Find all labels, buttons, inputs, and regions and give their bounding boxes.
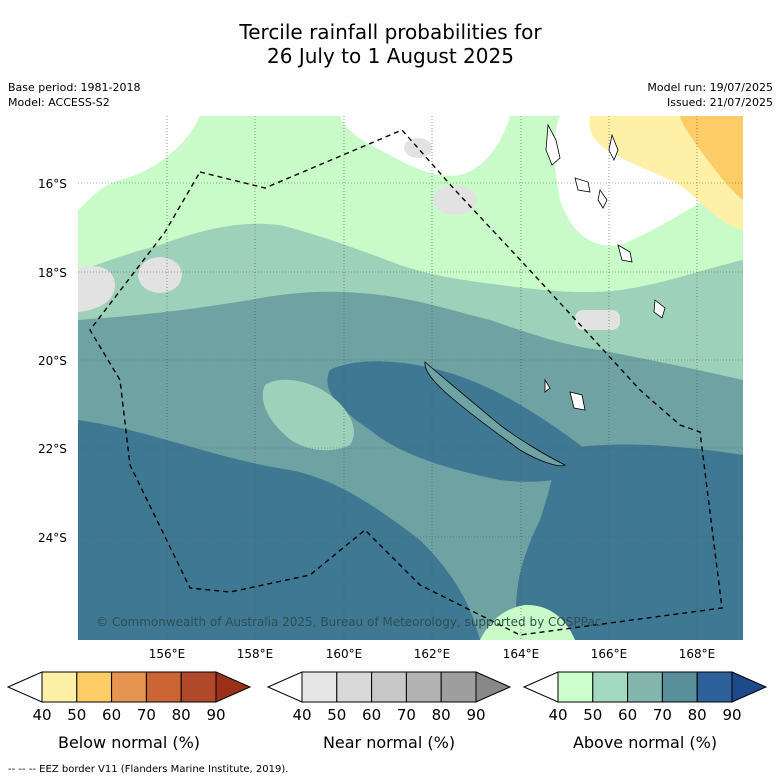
above-normal-tick-label: 40 — [548, 706, 567, 724]
near-normal-colorbar-segment — [405, 671, 442, 703]
near-normal-colorbar-segment — [371, 671, 407, 703]
graticule — [78, 116, 743, 640]
below-normal-tick-label: 50 — [67, 706, 86, 724]
below-normal-tick-label: 60 — [102, 706, 121, 724]
lon-label-168e: 168°E — [679, 647, 716, 661]
near-normal-colorbar: 40 50 60 70 80 90 Near normal (%) — [266, 671, 512, 752]
lat-label-24s: 24°S — [38, 531, 67, 545]
model-run: Model run: 19/07/2025 — [647, 81, 773, 94]
lat-label-18s: 18°S — [38, 266, 67, 280]
below-normal-tick-label: 70 — [137, 706, 156, 724]
near-normal-patch-west — [78, 265, 115, 312]
lat-label-20s: 20°S — [38, 354, 67, 368]
above-normal-colorbar-low-end — [522, 671, 559, 703]
above-normal-tick-label: 70 — [653, 706, 672, 724]
above-normal-tick-label: 50 — [583, 706, 602, 724]
near-normal-patch-5 — [575, 310, 620, 330]
near-normal-tick-label: 80 — [432, 706, 451, 724]
near-normal-tick-label: 50 — [327, 706, 346, 724]
above-60-patch-west — [262, 379, 354, 451]
near-normal-colorbar-segment — [440, 671, 477, 703]
below-normal-colorbar-segment — [111, 671, 147, 703]
near-normal-tick-label: 60 — [362, 706, 381, 724]
lat-label-22s: 22°S — [38, 442, 67, 456]
above-normal-colorbar: 40 50 60 70 80 90 Above normal (%) — [522, 671, 768, 752]
longitude-labels: 156°E 158°E 160°E 162°E 164°E 166°E 168°… — [149, 647, 716, 661]
above-normal-colorbar-segment — [557, 671, 594, 703]
above-normal-colorbar-segment — [661, 671, 698, 703]
new-caledonia-coastline — [424, 361, 566, 467]
title-line-2: 26 July to 1 August 2025 — [267, 44, 514, 68]
above-normal-tick-label: 60 — [618, 706, 637, 724]
neutral-region-north — [78, 116, 200, 210]
above-normal-colorbar-label: Above normal (%) — [573, 733, 717, 752]
near-normal-colorbar-segment — [301, 671, 338, 703]
lon-label-156e: 156°E — [149, 647, 186, 661]
above-normal-colorbar-segment — [696, 671, 733, 703]
above-70-patch-south — [78, 420, 480, 640]
copyright-note: © Commonwealth of Australia 2025, Bureau… — [96, 615, 601, 629]
lon-label-158e: 158°E — [237, 647, 274, 661]
near-normal-colorbar-high-end — [475, 671, 512, 703]
issued-date: Issued: 21/07/2025 — [666, 96, 773, 109]
above-normal-colorbar-segment — [627, 671, 663, 703]
above-normal-colorbar-high-end — [731, 671, 768, 703]
map-title: Tercile rainfall probabilities for 26 Ju… — [0, 20, 781, 68]
below-normal-colorbar-segment — [76, 671, 113, 703]
above-normal-colorbar-segment — [592, 671, 629, 703]
near-normal-colorbar-low-end — [266, 671, 303, 703]
below-normal-colorbar-high-end — [215, 671, 252, 703]
eez-footer-note: -- -- -- EEZ border V11 (Flanders Marine… — [8, 764, 289, 775]
below-normal-colorbar-segment — [180, 671, 217, 703]
vanuatu-islands — [544, 123, 666, 411]
lon-label-166e: 166°E — [591, 647, 628, 661]
meta-right: Model run: 19/07/2025 Issued: 21/07/2025 — [647, 80, 773, 110]
below-normal-colorbar-label: Below normal (%) — [58, 733, 200, 752]
below-normal-colorbar-segment — [41, 671, 78, 703]
near-normal-patch-2 — [138, 257, 182, 293]
below-normal-colorbar: 40 50 60 70 80 90 Below normal (%) — [6, 671, 252, 752]
above-70-patch-east — [516, 444, 743, 640]
title-line-1: Tercile rainfall probabilities for — [239, 20, 542, 44]
meta-left: Base period: 1981-2018 Model: ACCESS-S2 — [8, 80, 140, 110]
latitude-labels: 16°S 18°S 20°S 22°S 24°S — [38, 177, 67, 545]
below-normal-colorbar-segment — [145, 671, 182, 703]
lon-label-160e: 160°E — [326, 647, 363, 661]
near-normal-colorbar-segment — [336, 671, 373, 703]
model-name: Model: ACCESS-S2 — [8, 96, 110, 109]
near-normal-tick-label: 70 — [397, 706, 416, 724]
below-normal-colorbar-low-end — [6, 671, 43, 703]
below-normal-tick-label: 80 — [172, 706, 191, 724]
near-normal-patch-3 — [433, 185, 477, 215]
below-normal-tick-label: 90 — [206, 706, 225, 724]
colorbars: 40 50 60 70 80 90 Below normal (%) 40 50 60 70 80 90… — [6, 671, 768, 752]
near-normal-colorbar-label: Near normal (%) — [323, 733, 455, 752]
lon-label-164e: 164°E — [503, 647, 540, 661]
lat-label-16s: 16°S — [38, 177, 67, 191]
below-normal-tick-label: 40 — [32, 706, 51, 724]
base-period: Base period: 1981-2018 — [8, 81, 141, 94]
probability-field — [78, 116, 743, 640]
near-normal-patch-4 — [404, 138, 432, 158]
below-50-region — [680, 116, 743, 200]
lon-label-162e: 162°E — [414, 647, 451, 661]
near-normal-tick-label: 40 — [292, 706, 311, 724]
above-normal-tick-label: 90 — [722, 706, 741, 724]
above-normal-tick-label: 80 — [688, 706, 707, 724]
near-normal-tick-label: 90 — [466, 706, 485, 724]
